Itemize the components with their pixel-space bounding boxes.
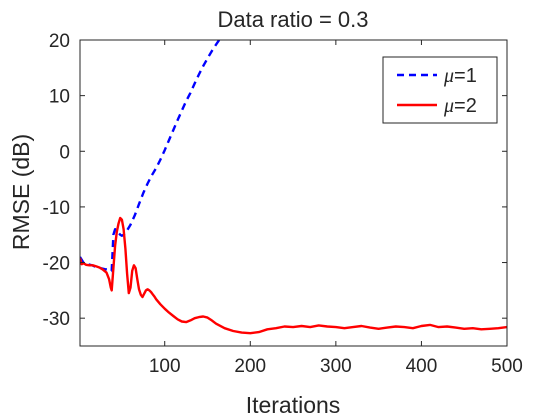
x-tick-label: 400	[406, 356, 438, 377]
series-line-2	[80, 216, 507, 335]
x-axis-title: Iterations	[246, 392, 341, 418]
x-tick-label: 500	[491, 356, 523, 377]
chart-title: Data ratio = 0.3	[217, 7, 368, 32]
y-tick-label: -20	[43, 254, 70, 275]
legend-box	[382, 56, 498, 124]
x-tick-label: 100	[149, 356, 181, 377]
series-line-1	[80, 40, 221, 273]
y-tick-label: 10	[49, 87, 70, 108]
x-tick-label: 300	[320, 356, 352, 377]
y-tick-label: 20	[49, 31, 70, 52]
y-tick-label: 0	[59, 142, 70, 163]
legend-label-2: μ=2	[443, 95, 477, 117]
y-tick-label: -30	[43, 309, 70, 330]
y-tick-label: -10	[43, 198, 70, 219]
legend: μ=1μ=2	[382, 56, 498, 124]
y-axis-title: RMSE (dB)	[8, 134, 34, 250]
plot-area: 100 200 300 400 500 -30 -20 -10 0 10 20	[43, 31, 523, 377]
x-tick-label: 200	[234, 356, 266, 377]
axes-box	[79, 39, 508, 347]
legend-label-1: μ=1	[443, 65, 477, 87]
